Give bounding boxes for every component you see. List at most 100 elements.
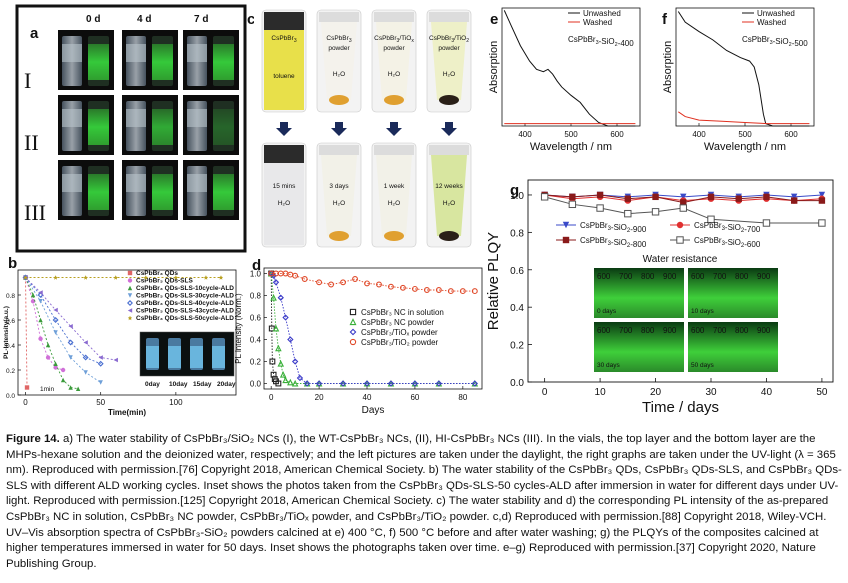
data-point <box>98 380 103 385</box>
label-part: -SiO <box>725 223 741 232</box>
tube-liquid <box>431 22 467 100</box>
data-point <box>818 197 826 204</box>
caption-text: a) The water stability of CsPbBr₃/SiO₂ N… <box>6 433 842 570</box>
data-point <box>98 355 103 360</box>
x-tick-label: 30 <box>705 387 717 398</box>
data-point <box>411 285 418 292</box>
data-point <box>680 199 687 206</box>
vial-uv-glow <box>152 174 173 210</box>
x-tick-label: 600 <box>784 130 798 139</box>
legend-label: CsPbBr3-SiO2-900 <box>580 221 647 234</box>
inset-day-label: 0 days <box>597 308 617 315</box>
legend-marker <box>127 278 133 283</box>
x-tick-label: 40 <box>761 387 773 398</box>
data-point <box>272 324 280 332</box>
x-tick-label: 600 <box>610 130 624 139</box>
inset-photo <box>688 268 778 318</box>
data-point <box>624 195 632 202</box>
data-point <box>287 336 294 343</box>
tube-pellet <box>439 231 459 241</box>
tube-label-line2: toluene <box>273 73 295 80</box>
label-part: -800 <box>630 240 647 249</box>
plot-frame <box>675 7 815 127</box>
data-point <box>352 276 358 282</box>
subscript: 2 <box>615 42 618 48</box>
tube-label-line2: powder <box>383 45 405 52</box>
tube-liquid <box>321 22 357 100</box>
panel-a-photos <box>58 30 239 220</box>
legend-label: CsPbBr₃ NC in solution <box>361 308 444 317</box>
data-point <box>447 288 454 295</box>
series-line <box>25 277 64 371</box>
tube-cap <box>429 145 469 155</box>
y-tick-label: 0.6 <box>250 314 262 323</box>
panel-f-letter: f <box>662 11 668 28</box>
legend-label: Unwashed <box>583 9 621 18</box>
y-tick-label: 0.6 <box>510 266 524 277</box>
data-point <box>203 275 209 280</box>
label-part: CsPbBr <box>742 35 770 44</box>
label-part: -SiO <box>599 37 615 46</box>
legend-label: CsPbBr₃ QDs <box>136 270 178 277</box>
data-point <box>292 272 299 279</box>
tube-label-line2: powder <box>438 45 460 52</box>
data-point <box>23 275 28 280</box>
data-point <box>143 275 148 280</box>
panel-c-letter: c <box>247 11 255 28</box>
y-tick-label: 0.2 <box>510 341 524 352</box>
inset-temp-label: 700 <box>619 326 633 335</box>
vial-daylight-top-layer <box>126 109 146 127</box>
solvent-label: H₂O <box>333 200 345 207</box>
data-point <box>790 197 798 204</box>
data-point <box>471 288 478 295</box>
data-point <box>53 307 58 313</box>
row-label-I: I <box>24 68 31 93</box>
inset-day-label: 20day <box>217 381 236 388</box>
y-axis-title: Absorption <box>488 41 500 94</box>
legend-label: Washed <box>583 18 612 27</box>
data-point <box>339 380 347 387</box>
data-point <box>24 385 30 390</box>
y-tick-label: 0.8 <box>6 293 15 300</box>
data-point <box>315 380 323 387</box>
legend-marker <box>127 270 133 276</box>
x-tick-label: 0 <box>269 393 274 402</box>
data-point <box>459 288 466 295</box>
legend-label: CsPbBr3-SiO2-600 <box>694 236 761 249</box>
tube-cap <box>319 145 359 155</box>
time-label: 15 mins <box>273 183 297 190</box>
time-label: 1 week <box>384 183 405 190</box>
figure-caption: Figure 14. a) The water stability of CsP… <box>6 432 842 572</box>
vial-uv-glow <box>88 109 109 145</box>
label-part: -500 <box>792 39 809 48</box>
vial-cap <box>264 145 304 163</box>
legend-label: CsPbBr₃ NC powder <box>361 318 434 327</box>
data-point <box>707 193 715 201</box>
inset-vial-glow <box>212 346 225 368</box>
legend-marker <box>562 221 570 229</box>
data-point <box>68 324 73 329</box>
time-label: 3 days <box>329 183 349 190</box>
subscript: 2 <box>466 38 469 44</box>
series-line <box>25 277 101 365</box>
data-point <box>52 317 59 323</box>
tube-label: CsPbBr3/TiO2 <box>429 35 469 44</box>
data-point <box>68 355 73 360</box>
down-arrow-icon <box>276 122 292 136</box>
inset-title: Water resistance <box>643 254 718 265</box>
data-point <box>113 357 118 363</box>
data-point <box>282 376 289 384</box>
data-point <box>679 204 687 212</box>
time-label-7d: 7 d <box>194 14 208 25</box>
tube-pellet <box>329 231 349 241</box>
label-part: CsPbBr <box>694 221 722 230</box>
inset-temp-label: 800 <box>641 272 655 281</box>
panel-a-letter: a <box>30 25 39 42</box>
inset-temp-label: 700 <box>619 272 633 281</box>
x-tick-label: 100 <box>169 398 183 407</box>
y-axis-title: Absorption <box>662 41 674 94</box>
subscript: x <box>411 38 414 44</box>
data-point <box>316 279 323 286</box>
tube-pellet <box>329 95 349 105</box>
data-point <box>301 276 308 282</box>
